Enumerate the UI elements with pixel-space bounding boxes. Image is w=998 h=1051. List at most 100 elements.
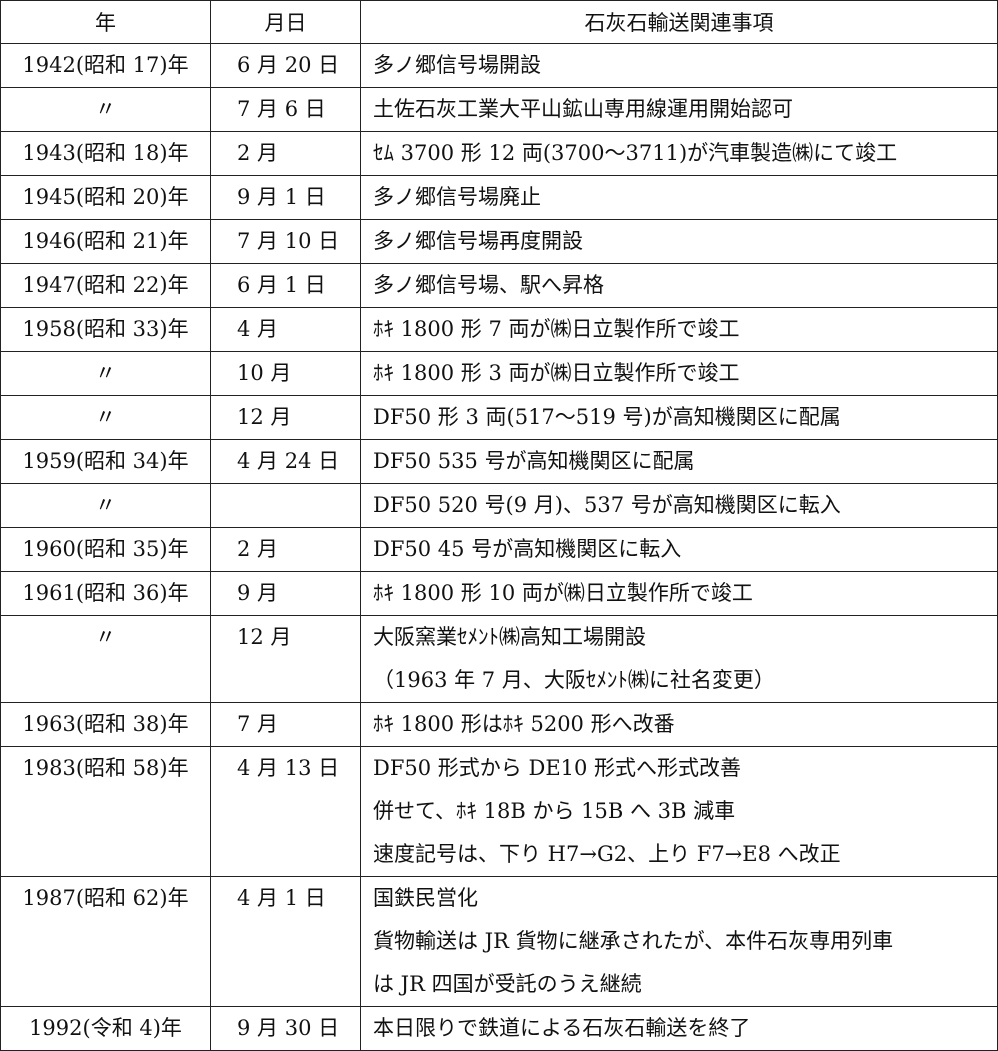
date-cell-text: 4 月 24 日 [237, 449, 340, 473]
year-cell: 1946(昭和 21)年 [0, 219, 211, 264]
event-line: ﾎｷ 1800 形 7 両が㈱日立製作所で竣工 [373, 317, 740, 341]
date-cell-text: 2 月 [237, 537, 279, 561]
year-cell-text: 〃 [95, 97, 116, 121]
table-row: 1963(昭和 38)年 7 月 ﾎｷ 1800 形はﾎｷ 5200 形へ改番 [0, 702, 998, 747]
table-row: 1946(昭和 21)年 7 月 10 日 多ノ郷信号場再度開設 [0, 219, 998, 264]
event-line: 多ノ郷信号場開設 [373, 53, 541, 77]
event-cell: DF50 形式から DE10 形式へ形式改善 併せて、ﾎｷ 18B から 15B … [360, 746, 998, 877]
year-cell-text: 〃 [95, 625, 116, 649]
event-cell: 多ノ郷信号場、駅へ昇格 [360, 263, 998, 308]
date-cell: 2 月 [210, 527, 361, 572]
date-cell-text: 7 月 6 日 [237, 97, 326, 121]
event-line: DF50 45 号が高知機関区に転入 [373, 537, 682, 561]
date-cell-text: 6 月 1 日 [237, 273, 326, 297]
year-cell-text: 1987(昭和 62)年 [22, 886, 189, 910]
event-line: 土佐石灰工業大平山鉱山専用線運用開始認可 [373, 97, 793, 121]
date-cell: 12 月 [210, 395, 361, 440]
date-cell: 6 月 1 日 [210, 263, 361, 308]
event-line: は JR 四国が受託のうえ継続 [373, 972, 642, 996]
date-cell-text: 7 月 [237, 712, 279, 736]
year-cell-text: 1983(昭和 58)年 [22, 756, 189, 780]
date-cell-text: 4 月 [237, 317, 279, 341]
date-cell: 4 月 13 日 [210, 746, 361, 877]
event-line: ﾎｷ 1800 形はﾎｷ 5200 形へ改番 [373, 712, 675, 736]
year-cell: 〃 [0, 351, 211, 396]
date-cell: 6 月 20 日 [210, 43, 361, 88]
date-cell-text: 9 月 [237, 581, 279, 605]
year-cell-text: 1959(昭和 34)年 [22, 449, 189, 473]
date-cell-text: 4 月 1 日 [237, 886, 326, 910]
event-cell: DF50 520 号(9 月)、537 号が高知機関区に転入 [360, 483, 998, 528]
table-row: 〃 10 月 ﾎｷ 1800 形 3 両が㈱日立製作所で竣工 [0, 351, 998, 396]
table-row: 1945(昭和 20)年 9 月 1 日 多ノ郷信号場廃止 [0, 175, 998, 220]
event-line: 多ノ郷信号場廃止 [373, 185, 541, 209]
date-cell: 7 月 [210, 702, 361, 747]
year-cell: 1942(昭和 17)年 [0, 43, 211, 88]
header-row: 年 月日 石灰石輸送関連事項 [0, 0, 998, 44]
date-cell-text: 10 月 [237, 361, 292, 385]
event-line: 速度記号は、下り H7→G2、上り F7→E8 へ改正 [373, 842, 841, 866]
year-cell: 〃 [0, 615, 211, 703]
event-line: 多ノ郷信号場、駅へ昇格 [373, 273, 604, 297]
event-cell: 多ノ郷信号場廃止 [360, 175, 998, 220]
year-cell-text: 1945(昭和 20)年 [22, 185, 189, 209]
table-row: 1983(昭和 58)年 4 月 13 日 DF50 形式から DE10 形式へ形式… [0, 746, 998, 877]
table-row: 1987(昭和 62)年 4 月 1 日 国鉄民営化貨物輸送は JR 貨物に継承され… [0, 876, 998, 1007]
year-cell-text: 〃 [95, 361, 116, 385]
event-cell: ﾎｷ 1800 形 7 両が㈱日立製作所で竣工 [360, 307, 998, 352]
year-cell-text: 〃 [95, 493, 116, 517]
date-cell: 4 月 [210, 307, 361, 352]
date-cell-text: 7 月 10 日 [237, 229, 340, 253]
year-cell: 1983(昭和 58)年 [0, 746, 211, 877]
year-cell: 1959(昭和 34)年 [0, 439, 211, 484]
event-line: DF50 形式から DE10 形式へ形式改善 [373, 756, 742, 780]
event-cell: ｾﾑ 3700 形 12 両(3700～3711)が汽車製造㈱にて竣工 [360, 131, 998, 176]
date-cell: 7 月 6 日 [210, 87, 361, 132]
event-line: ｾﾑ 3700 形 12 両(3700～3711)が汽車製造㈱にて竣工 [373, 141, 898, 165]
table-row: 〃 12 月 大阪窯業ｾﾒﾝﾄ㈱高知工場開設 （1963 年 7 月、大阪ｾﾒﾝﾄ㈱に… [0, 615, 998, 703]
year-cell: 1943(昭和 18)年 [0, 131, 211, 176]
header-event: 石灰石輸送関連事項 [360, 0, 998, 44]
event-line: ﾎｷ 1800 形 3 両が㈱日立製作所で竣工 [373, 361, 740, 385]
year-cell-text: 〃 [95, 405, 116, 429]
header-date: 月日 [210, 0, 361, 44]
year-cell-text: 1946(昭和 21)年 [22, 229, 189, 253]
event-cell: 本日限りで鉄道による石灰石輸送を終了 [360, 1006, 998, 1051]
header-year: 年 [0, 0, 211, 44]
year-cell-text: 1942(昭和 17)年 [22, 53, 189, 77]
table-row: 1942(昭和 17)年 6 月 20 日 多ノ郷信号場開設 [0, 43, 998, 88]
date-cell: 7 月 10 日 [210, 219, 361, 264]
event-cell: ﾎｷ 1800 形はﾎｷ 5200 形へ改番 [360, 702, 998, 747]
date-cell: 9 月 30 日 [210, 1006, 361, 1051]
year-cell: 1960(昭和 35)年 [0, 527, 211, 572]
year-cell-text: 1963(昭和 38)年 [22, 712, 189, 736]
year-cell-text: 1958(昭和 33)年 [22, 317, 189, 341]
date-cell-text: 12 月 [237, 405, 292, 429]
date-cell: 10 月 [210, 351, 361, 396]
year-cell-text: 1992(令和 4)年 [29, 1016, 182, 1040]
date-cell: 4 月 24 日 [210, 439, 361, 484]
event-line: 本日限りで鉄道による石灰石輸送を終了 [373, 1016, 751, 1040]
table-row: 1961(昭和 36)年 9 月 ﾎｷ 1800 形 10 両が㈱日立製作所で竣工 [0, 571, 998, 616]
event-line: 貨物輸送は JR 貨物に継承されたが、本件石灰専用列車 [373, 929, 894, 953]
date-cell: 9 月 [210, 571, 361, 616]
table-row: 〃 DF50 520 号(9 月)、537 号が高知機関区に転入 [0, 483, 998, 528]
event-cell: 大阪窯業ｾﾒﾝﾄ㈱高知工場開設 （1963 年 7 月、大阪ｾﾒﾝﾄ㈱に社名変更） [360, 615, 998, 703]
year-cell: 1958(昭和 33)年 [0, 307, 211, 352]
event-cell: DF50 535 号が高知機関区に配属 [360, 439, 998, 484]
year-cell: 〃 [0, 395, 211, 440]
year-cell: 1992(令和 4)年 [0, 1006, 211, 1051]
event-line: 多ノ郷信号場再度開設 [373, 229, 583, 253]
event-cell: 国鉄民営化貨物輸送は JR 貨物に継承されたが、本件石灰専用列車は JR 四国が… [360, 876, 998, 1007]
event-line: 大阪窯業ｾﾒﾝﾄ㈱高知工場開設 [373, 625, 646, 649]
event-line: DF50 520 号(9 月)、537 号が高知機関区に転入 [373, 493, 841, 517]
table-row: 1947(昭和 22)年 6 月 1 日 多ノ郷信号場、駅へ昇格 [0, 263, 998, 308]
date-cell-text: 9 月 30 日 [237, 1016, 340, 1040]
year-cell: 1947(昭和 22)年 [0, 263, 211, 308]
year-cell-text: 1947(昭和 22)年 [22, 273, 189, 297]
event-cell: DF50 形 3 両(517～519 号)が高知機関区に配属 [360, 395, 998, 440]
event-line: 国鉄民営化 [373, 886, 478, 910]
event-line: ﾎｷ 1800 形 10 両が㈱日立製作所で竣工 [373, 581, 753, 605]
event-cell: 土佐石灰工業大平山鉱山専用線運用開始認可 [360, 87, 998, 132]
table-row: 1960(昭和 35)年 2 月 DF50 45 号が高知機関区に転入 [0, 527, 998, 572]
